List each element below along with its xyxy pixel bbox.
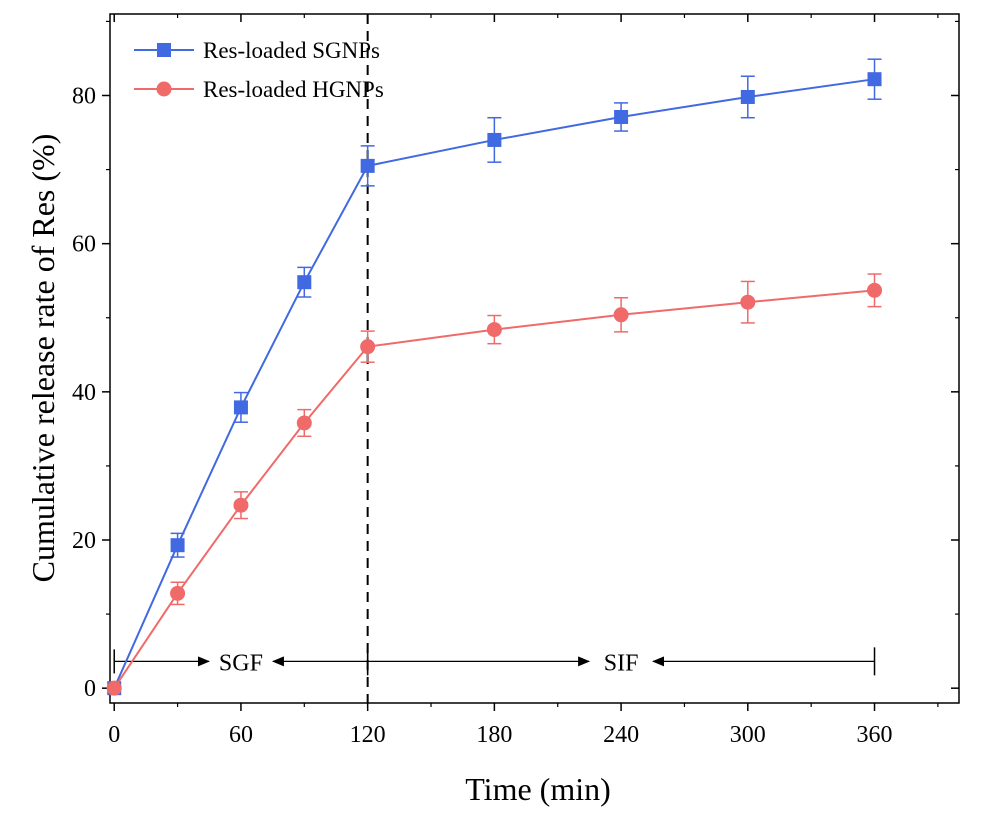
x-tick-label: 0 [108,722,120,748]
data-point [867,72,882,87]
data-point [740,89,755,104]
data-point [296,415,312,431]
data-point [486,322,502,338]
series-layer [106,58,883,696]
data-point [740,294,756,310]
plot-frame [109,13,960,704]
data-point [487,132,502,147]
data-point [613,307,629,323]
data-point [360,158,375,173]
x-tick-label: 180 [476,722,512,748]
y-tick-label: 60 [72,232,96,258]
data-point [360,339,376,355]
x-axis-title: Time (min) [465,771,611,807]
series-sgnps [107,58,882,696]
series-line [113,78,875,689]
legend-marker [156,81,172,97]
x-tick-label: 240 [603,722,639,748]
data-point [170,585,186,601]
x-tick-label: 360 [857,722,893,748]
data-point [297,275,312,290]
x-tick-label: 120 [350,722,386,748]
x-tick-label: 60 [229,722,253,748]
legend-marker [157,43,171,57]
data-point [170,538,185,553]
phase-label-sgf: SGF [219,650,263,676]
data-point [233,497,249,513]
data-point [233,400,248,415]
y-axis-title: Cumulative release rate of Res (%) [25,134,61,583]
ticks-layer: 0 60 120 180 240 300 360 0 20 40 60 80 [72,14,959,748]
data-point [867,282,883,298]
legend-label: Res-loaded HGNPs [203,77,384,102]
legend-label: Res-loaded SGNPs [203,38,380,63]
series-line [113,289,875,689]
phase-label-sif: SIF [604,650,639,676]
x-tick-label: 300 [730,722,766,748]
legend-item-hgnps: Res-loaded HGNPs [134,77,384,102]
y-tick-label: 20 [72,528,96,554]
legend-item-sgnps: Res-loaded SGNPs [134,38,380,63]
data-point [614,109,629,124]
legend: Res-loaded SGNPs Res-loaded HGNPs [134,38,384,102]
y-tick-label: 80 [72,83,96,109]
data-point [106,680,122,696]
y-tick-label: 40 [72,380,96,406]
series-hgnps [106,273,883,696]
y-tick-label: 0 [84,676,96,702]
